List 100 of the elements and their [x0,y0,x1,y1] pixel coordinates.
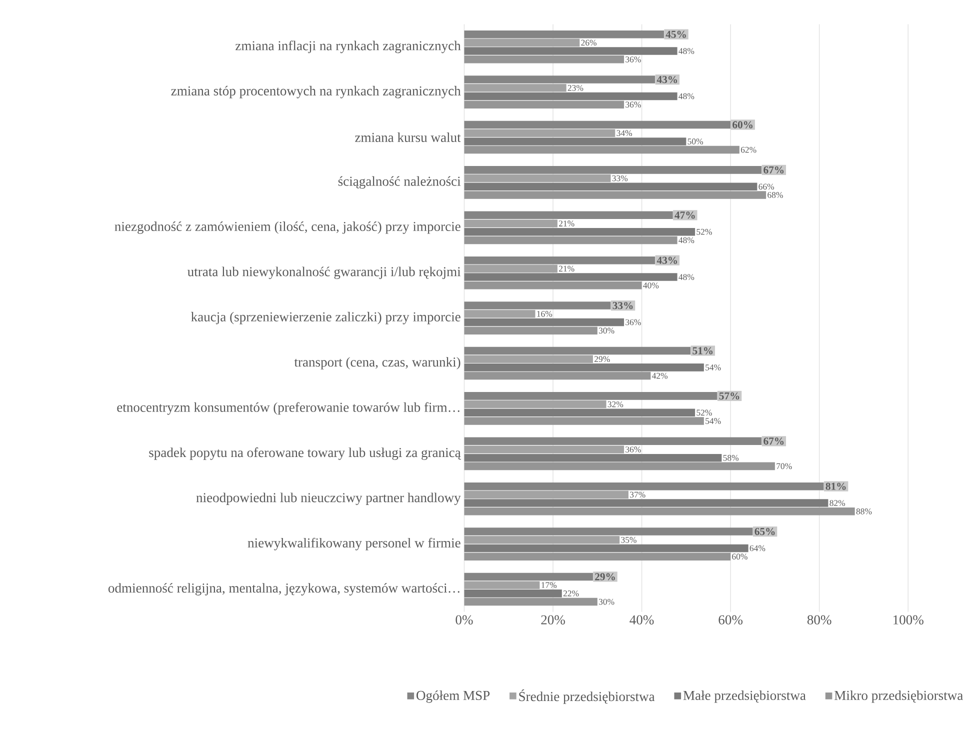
data-label: 42% [652,372,668,379]
data-label: 48% [678,274,694,280]
bar [464,100,624,109]
data-label: 36% [626,446,641,452]
y-tick-label: ściągalność należności [338,176,461,189]
bar [464,273,678,281]
data-label: 47% [674,212,695,219]
bar [464,581,540,590]
data-label: 48% [678,93,694,100]
bar [464,437,762,446]
legend-label: Średnie przedsiębiorstwa [519,689,655,704]
bar [464,47,678,55]
data-label: 54% [706,364,721,370]
bar [464,536,620,544]
data-label: 37% [630,492,646,498]
data-label: 60% [732,554,748,560]
data-label: 64% [750,545,766,552]
data-label: 50% [688,138,704,144]
bar [464,544,748,552]
data-label: 17% [542,582,557,588]
y-tick-label: utrata lub niewykonalność gwarancji i/lub rękojmi [188,266,461,280]
y-tick-label: kaucja (sprzeniewierzenie zaliczki) przy imporcie [191,312,460,324]
bar [464,590,562,598]
data-label: 81% [826,482,846,490]
data-label: 33% [612,175,628,182]
data-label: 30% [598,328,614,334]
data-label: 52% [696,410,712,416]
data-label: 57% [719,392,740,400]
bar [464,166,762,174]
y-tick-label: etnocentryzm konsumentów (preferowanie towarów lub firm… [117,402,460,415]
bar [464,454,722,462]
bar [464,400,606,408]
bar [464,38,580,47]
bar [464,417,704,425]
data-label: 48% [678,237,694,244]
bar [464,346,691,355]
bar [464,138,686,146]
data-label: 21% [559,266,574,272]
data-label: 22% [563,590,579,596]
y-tick-label: zmiana inflacji na rynkach zagranicznych [236,40,461,54]
x-tick-label: 0% [456,615,473,625]
y-tick-label: transport (cena, czas, warunki) [294,357,460,370]
bar [464,462,775,470]
bar [464,598,598,606]
bar [464,84,566,92]
data-label: 67% [764,166,784,174]
y-tick-label: niewykwalifikowany personel w firmie [248,538,460,550]
data-label: 62% [740,146,756,153]
data-label: 16% [537,310,552,317]
bar [464,499,828,507]
bar [464,318,624,326]
data-label: 32% [608,401,624,408]
data-label: 82% [830,500,846,506]
data-label: 70% [776,463,792,470]
data-label: 33% [612,302,633,310]
y-tick-label: zmiana kursu walut [355,132,461,142]
data-label: 45% [666,30,686,38]
y-tick-label: zmiana stóp procentowych na rynkach zagranicznych [171,86,461,98]
y-tick-label: niezgodność z zamówieniem (ilość, cena, jakość) przy imporcie [114,222,460,234]
legend-label: Małe przedsiębiorstwa [683,690,806,703]
bar [464,364,704,372]
data-label: 34% [616,130,632,136]
bar [464,408,696,417]
data-label: 65% [754,528,775,536]
x-tick-label: 60% [718,615,743,625]
bar [464,220,558,228]
data-label: 36% [626,319,641,326]
data-label: 48% [678,48,694,54]
bar [464,326,598,335]
bar [464,228,696,236]
legend-label: Ogółem MSP [416,690,490,703]
bar [464,56,624,64]
data-label: 36% [626,102,641,108]
data-label: 21% [559,220,574,226]
data-label: 36% [626,56,641,62]
data-label: 88% [856,508,872,514]
x-tick-label: 80% [807,615,832,625]
bar [464,282,642,290]
bar [464,552,731,561]
data-label: 23% [568,84,584,91]
bar [464,92,678,100]
bar [464,174,611,182]
legend-label: Mikro przedsiębiorstwa [834,690,963,703]
bar [464,256,656,264]
y-tick-label: odmienność religijna, mentalna, językowa, systemów wartości… [108,583,460,596]
bar [464,446,624,454]
data-label: 52% [696,228,712,235]
data-label: 29% [594,356,610,362]
data-label: 54% [706,418,721,424]
bar [464,129,616,138]
bar [464,355,593,364]
x-tick-label: 40% [630,615,654,625]
y-tick-label: nieodpowiedni lub nieuczciwy partner handlowy [196,492,461,506]
data-label: 51% [692,347,713,354]
data-label: 68% [768,192,783,198]
data-label: 35% [621,536,636,543]
bar [464,236,678,244]
bar [464,508,855,516]
x-tick-label: 20% [541,615,565,625]
bar [464,310,536,318]
